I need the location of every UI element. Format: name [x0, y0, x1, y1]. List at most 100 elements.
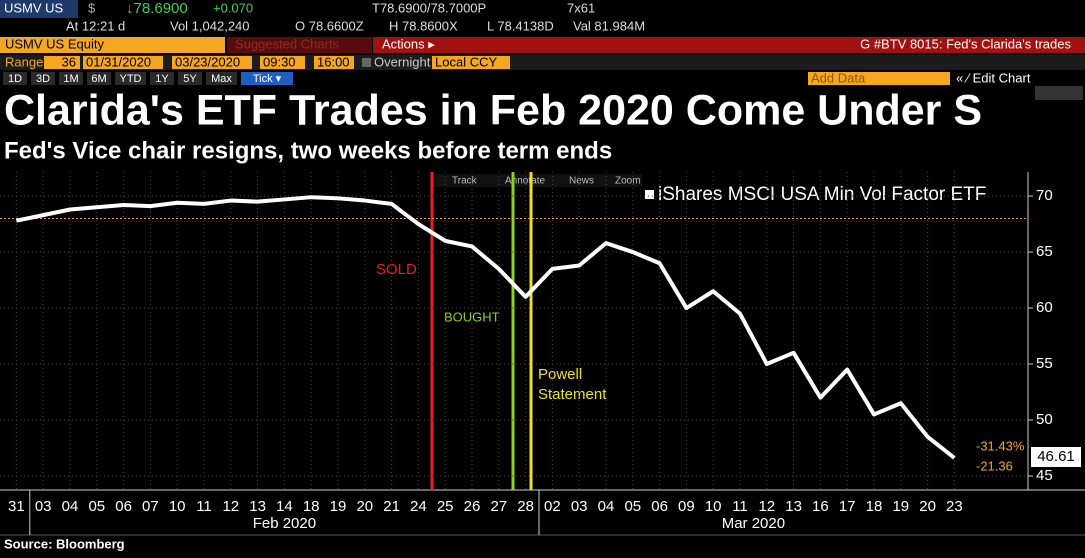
- period-tab[interactable]: [241, 72, 293, 85]
- currency-mode[interactable]: Local CCY: [435, 54, 497, 69]
- legend-swatch: [645, 190, 654, 199]
- period-label[interactable]: 5Y: [183, 73, 197, 85]
- period-tab[interactable]: [206, 72, 237, 85]
- field[interactable]: [314, 56, 354, 69]
- security[interactable]: USMV US Equity: [5, 36, 104, 51]
- news-bar: [373, 37, 1085, 53]
- x-tick-label: 17: [839, 498, 856, 515]
- price-line: [15, 195, 956, 460]
- x-tick-label: 23: [946, 498, 963, 515]
- abs-change: -21.36: [976, 458, 1013, 473]
- x-tick-label: 20: [919, 498, 936, 515]
- period-tab[interactable]: [115, 72, 146, 85]
- x-tick-label: 21: [383, 498, 400, 515]
- period-tab[interactable]: [59, 72, 83, 85]
- field[interactable]: [44, 56, 80, 69]
- ticker-box: [0, 0, 78, 18]
- period-label[interactable]: Tick ▾: [253, 73, 282, 85]
- x-tick-label: 13: [785, 498, 802, 515]
- x-tick-label: 25: [437, 498, 454, 515]
- field[interactable]: [260, 56, 305, 69]
- security-bar[interactable]: [0, 37, 225, 53]
- y-tick-label: 65: [1036, 243, 1053, 260]
- x-tick-label: 12: [222, 498, 239, 515]
- end-time[interactable]: 16:00: [317, 54, 350, 69]
- start-time[interactable]: 09:30: [263, 54, 296, 69]
- x-tick-label: 31: [8, 498, 25, 515]
- period-label[interactable]: 1Y: [155, 73, 169, 85]
- period-tab[interactable]: [3, 72, 27, 85]
- actions[interactable]: Actions ▸: [382, 36, 435, 51]
- currency: $: [88, 0, 96, 15]
- source: Source: Bloomberg: [4, 536, 125, 551]
- end-date[interactable]: 03/23/2020: [175, 54, 240, 69]
- range-days[interactable]: 36: [62, 54, 76, 69]
- tool[interactable]: Annotate: [505, 176, 545, 187]
- x-tick-label: 16: [812, 498, 829, 515]
- period-label[interactable]: 6M: [91, 73, 106, 85]
- y-tick-label: 45: [1036, 467, 1053, 484]
- tool[interactable]: Track: [452, 176, 478, 187]
- period-tab[interactable]: [87, 72, 111, 85]
- x-tick-label: 02: [544, 498, 561, 515]
- period-label[interactable]: 3D: [36, 73, 50, 85]
- suggested[interactable]: Suggested Charts: [235, 36, 340, 51]
- x-tick-label: 20: [356, 498, 373, 515]
- period-label[interactable]: YTD: [120, 73, 142, 85]
- chart-title: Clarida's ETF Trades in Feb 2020 Come Un…: [4, 86, 982, 134]
- x-tick-label: 24: [410, 498, 427, 515]
- tool[interactable]: News: [569, 176, 594, 187]
- period-label[interactable]: 1M: [63, 73, 78, 85]
- x-tick-label: 03: [571, 498, 588, 515]
- start-date[interactable]: 01/31/2020: [86, 54, 151, 69]
- period-label[interactable]: Max: [211, 73, 232, 85]
- x-tick-label: 19: [330, 498, 347, 515]
- overnight[interactable]: Overnight: [374, 54, 431, 69]
- month-label: Mar 2020: [722, 515, 785, 532]
- x-tick-label: 07: [142, 498, 159, 515]
- field[interactable]: [83, 56, 163, 69]
- x-tick-label: 06: [115, 498, 132, 515]
- x-tick-label: 10: [705, 498, 722, 515]
- x-tick-label: 05: [88, 498, 105, 515]
- y-tick-label: 60: [1036, 299, 1053, 316]
- checkbox[interactable]: [362, 58, 371, 67]
- x-tick-label: 06: [651, 498, 668, 515]
- period-label[interactable]: 1D: [8, 73, 22, 85]
- x-tick-label: 26: [464, 498, 481, 515]
- period-tabs: 1D 3D 1M 6M YTD 1Y 5Y Max Tick ▾: [3, 72, 293, 85]
- open: O 78.6600Z: [295, 18, 364, 33]
- suggested-bar[interactable]: [227, 37, 372, 53]
- last-value: 46.61: [1037, 448, 1075, 465]
- y-tick-label: 70: [1036, 187, 1053, 204]
- x-tick-label: 04: [598, 498, 615, 515]
- last-value-box: [1031, 447, 1081, 467]
- period-tab[interactable]: [178, 72, 202, 85]
- y-tick-label: 55: [1036, 355, 1053, 372]
- x-tick-label: 09: [678, 498, 695, 515]
- high: H 78.8600X: [389, 18, 458, 33]
- y-tick-label: 50: [1036, 411, 1053, 428]
- add-data-field[interactable]: [808, 72, 950, 85]
- add-data[interactable]: Add Data: [811, 70, 866, 85]
- toolbar-icons[interactable]: [1035, 86, 1083, 100]
- field[interactable]: [432, 56, 510, 69]
- news-headline[interactable]: G #BTV 8015: Fed's Clarida's trades: [860, 36, 1071, 51]
- range-label: Range: [5, 54, 43, 69]
- x-tick-label: 03: [35, 498, 52, 515]
- x-tick-label: 11: [196, 498, 212, 515]
- x-tick-label: 28: [517, 498, 534, 515]
- low: L 78.4138D: [487, 18, 554, 33]
- period-tab[interactable]: [31, 72, 55, 85]
- x-tick-label: 10: [169, 498, 186, 515]
- field[interactable]: [172, 56, 252, 69]
- period-tab[interactable]: [150, 72, 174, 85]
- edit-chart[interactable]: « ⁄ Edit Chart: [956, 70, 1031, 85]
- chart-tools: Track Annotate News Zoom: [452, 176, 641, 187]
- chart-subtitle: Fed's Vice chair resigns, two weeks befo…: [4, 137, 612, 164]
- tool[interactable]: Zoom: [615, 176, 641, 187]
- value-traded: Val 81.984M: [573, 18, 645, 33]
- x-tick-label: 14: [276, 498, 293, 515]
